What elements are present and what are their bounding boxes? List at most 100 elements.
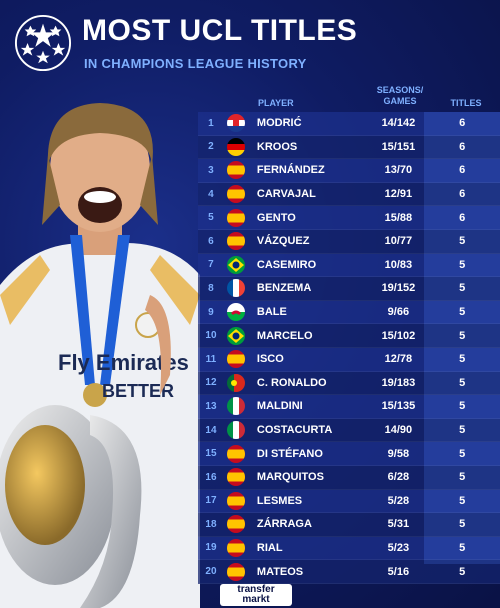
titles-count: 6 — [459, 211, 466, 224]
player-name: C. RONALDO — [256, 376, 327, 389]
rank: 5 — [208, 212, 214, 224]
player-name: KROOS — [256, 140, 298, 153]
germany-flag-icon — [226, 137, 245, 156]
player-name: MATEOS — [256, 565, 304, 578]
seasons-games: 10/83 — [384, 258, 413, 271]
starball-icon — [14, 14, 72, 72]
ucl-titles-table: 1 MODRIĆ 14/142 6 2 KROOS 15/151 6 3 FER… — [198, 112, 500, 584]
spain-flag-icon — [226, 161, 245, 180]
table-row: 17 LESMES 5/28 5 — [198, 489, 500, 514]
table-row: 2 KROOS 15/151 6 — [198, 135, 500, 160]
player-name: MALDINI — [256, 400, 303, 413]
player-name: GENTO — [256, 211, 296, 224]
rank: 11 — [205, 353, 217, 365]
titles-count: 5 — [459, 400, 466, 413]
page-subtitle: IN CHAMPIONS LEAGUE HISTORY — [84, 56, 307, 71]
table-row: 14 COSTACURTA 14/90 5 — [198, 418, 500, 443]
france-flag-icon — [226, 279, 245, 298]
titles-count: 6 — [459, 164, 466, 177]
titles-count: 5 — [459, 258, 466, 271]
column-header-titles: TITLES — [450, 98, 482, 108]
rank: 8 — [208, 282, 214, 294]
seasons-games: 15/88 — [384, 211, 413, 224]
seasons-games: 9/58 — [387, 447, 410, 460]
table-row: 8 BENZEMA 19/152 5 — [198, 277, 500, 301]
rank: 20 — [205, 566, 217, 578]
spain-flag-icon — [226, 491, 245, 510]
table-row: 10 MARCELO 15/102 5 — [198, 324, 500, 348]
shirt-sponsor-line2: BETTER — [102, 381, 174, 401]
transfermarkt-logo: transfer markt — [220, 584, 292, 606]
spain-flag-icon — [226, 444, 245, 463]
titles-count: 5 — [459, 518, 466, 531]
rank: 12 — [205, 377, 217, 389]
player-name: CARVAJAL — [256, 188, 316, 201]
seasons-games: 10/77 — [384, 235, 413, 248]
table-row: 13 MALDINI 15/135 5 — [198, 395, 500, 419]
spain-flag-icon — [226, 468, 245, 487]
rank: 18 — [205, 518, 217, 530]
seasons-games: 14/90 — [384, 424, 413, 437]
spain-flag-icon — [226, 562, 245, 581]
rank: 16 — [205, 471, 217, 483]
table-row: 4 CARVAJAL 12/91 6 — [198, 182, 500, 207]
table-row: 3 FERNÁNDEZ 13/70 6 — [198, 159, 500, 183]
seasons-games: 5/28 — [387, 494, 410, 507]
player-name: MARQUITOS — [256, 471, 324, 484]
titles-count: 5 — [459, 447, 466, 460]
seasons-games: 5/23 — [387, 541, 410, 554]
titles-count: 6 — [459, 140, 466, 153]
table-row: 7 CASEMIRO 10/83 5 — [198, 253, 500, 278]
spain-flag-icon — [226, 208, 245, 227]
italy-flag-icon — [226, 421, 245, 440]
player-name: COSTACURTA — [256, 424, 333, 437]
titles-count: 5 — [459, 353, 466, 366]
player-name: LESMES — [256, 494, 303, 507]
seasons-games: 15/135 — [381, 400, 416, 413]
table-row: 5 GENTO 15/88 6 — [198, 206, 500, 230]
rank: 7 — [208, 259, 214, 271]
table-row: 12 C. RONALDO 19/183 5 — [198, 371, 500, 396]
titles-count: 5 — [459, 282, 466, 295]
titles-count: 5 — [459, 329, 466, 342]
seasons-games: 9/66 — [387, 306, 410, 319]
spain-flag-icon — [226, 538, 245, 557]
player-name: BENZEMA — [256, 282, 312, 295]
player-name: DI STÉFANO — [256, 447, 323, 460]
spain-flag-icon — [226, 350, 245, 369]
rank: 17 — [205, 495, 217, 507]
page-title: MOST UCL TITLES — [82, 14, 358, 47]
seasons-games: 13/70 — [384, 164, 413, 177]
spain-flag-icon — [226, 185, 245, 204]
player-name: CASEMIRO — [256, 258, 317, 271]
player-name: ZÁRRAGA — [256, 518, 312, 531]
brand-line1: transfer — [237, 584, 275, 595]
table-row: 11 ISCO 12/78 5 — [198, 347, 500, 372]
portugal-flag-icon — [226, 373, 245, 392]
brazil-flag-icon — [226, 255, 245, 274]
rank: 9 — [208, 306, 214, 318]
player-name: MARCELO — [256, 329, 313, 342]
seasons-games: 15/102 — [381, 329, 416, 342]
seasons-games: 5/31 — [387, 518, 410, 531]
seasons-games: 12/78 — [384, 353, 413, 366]
rank: 14 — [205, 424, 217, 436]
rank: 19 — [205, 542, 217, 554]
rank: 13 — [205, 400, 217, 412]
spain-flag-icon — [226, 232, 245, 251]
column-header-player: PLAYER — [258, 98, 294, 108]
seasons-games: 14/142 — [381, 117, 416, 130]
seasons-games: 19/152 — [381, 282, 416, 295]
table-row: 6 VÁZQUEZ 10/77 5 — [198, 229, 500, 254]
croatia-flag-icon — [226, 114, 245, 133]
player-name: ISCO — [256, 353, 284, 366]
brand-line2: markt — [242, 594, 270, 605]
titles-count: 5 — [459, 306, 466, 319]
player-name: MODRIĆ — [256, 117, 302, 130]
titles-count: 5 — [459, 471, 466, 484]
player-photo: Fly Emirates BETTER — [0, 103, 200, 608]
table-row: 1 MODRIĆ 14/142 6 — [198, 112, 500, 136]
rank: 2 — [208, 141, 214, 153]
spain-flag-icon — [226, 515, 245, 534]
table-row: 19 RIAL 5/23 5 — [198, 536, 500, 561]
